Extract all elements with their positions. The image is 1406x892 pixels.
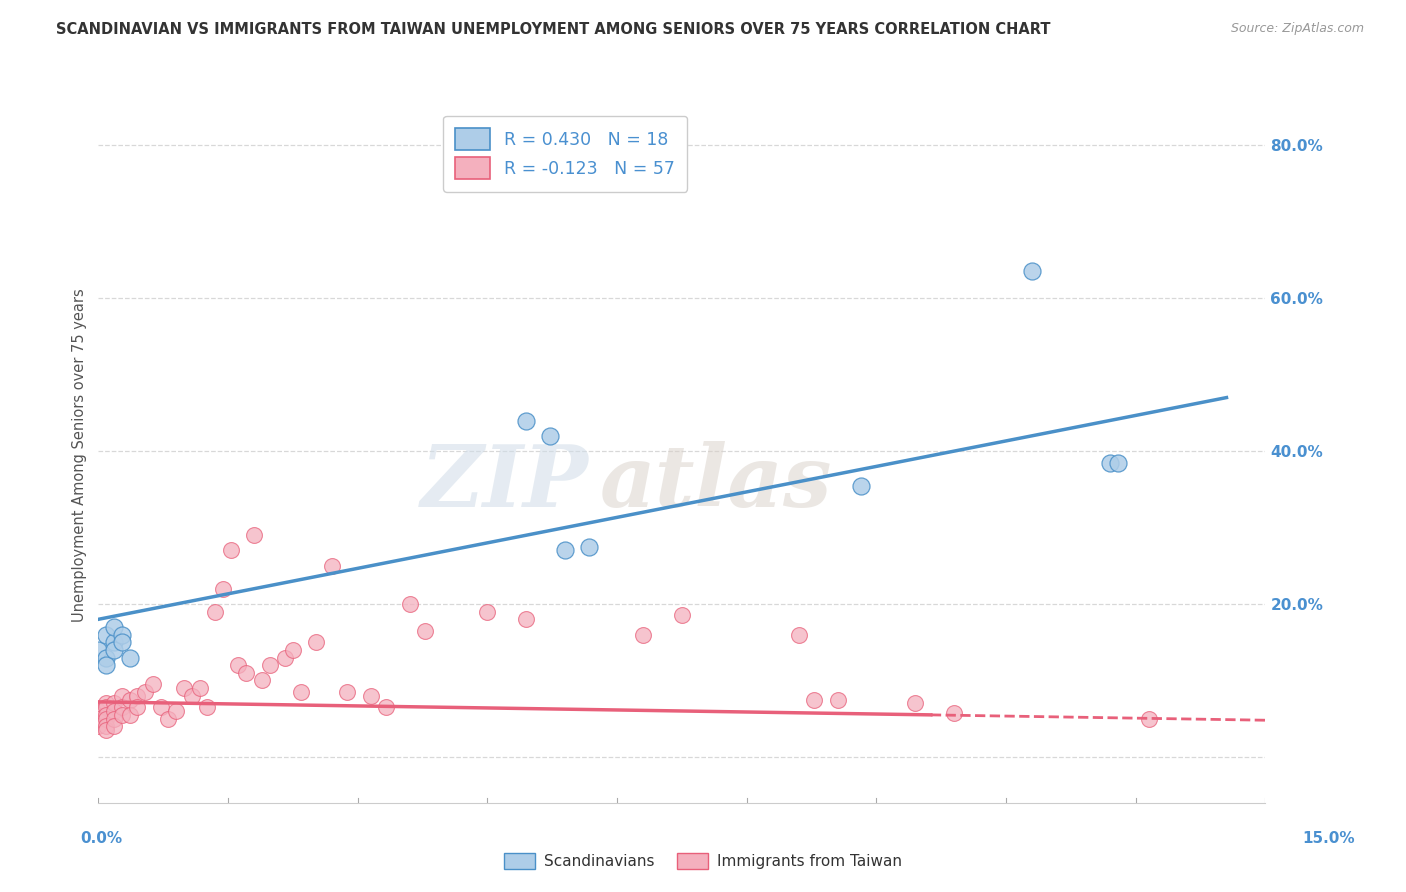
Point bbox=[96, 650, 118, 665]
Point bbox=[212, 582, 235, 596]
Point bbox=[375, 700, 398, 714]
Point bbox=[360, 689, 382, 703]
Point bbox=[578, 540, 600, 554]
Point bbox=[515, 413, 537, 427]
Text: SCANDINAVIAN VS IMMIGRANTS FROM TAIWAN UNEMPLOYMENT AMONG SENIORS OVER 75 YEARS : SCANDINAVIAN VS IMMIGRANTS FROM TAIWAN U… bbox=[56, 22, 1050, 37]
Point bbox=[103, 635, 125, 649]
Point bbox=[157, 712, 180, 726]
Point bbox=[103, 643, 125, 657]
Legend: Scandinavians, Immigrants from Taiwan: Scandinavians, Immigrants from Taiwan bbox=[498, 847, 908, 875]
Point bbox=[787, 627, 810, 641]
Point bbox=[103, 704, 125, 718]
Point bbox=[180, 689, 202, 703]
Point bbox=[118, 692, 141, 706]
Point bbox=[118, 650, 141, 665]
Point bbox=[904, 697, 927, 711]
Point bbox=[259, 658, 281, 673]
Point bbox=[111, 689, 134, 703]
Point bbox=[398, 597, 420, 611]
Point bbox=[173, 681, 195, 695]
Point bbox=[127, 689, 149, 703]
Text: Source: ZipAtlas.com: Source: ZipAtlas.com bbox=[1230, 22, 1364, 36]
Text: 0.0%: 0.0% bbox=[80, 831, 122, 846]
Point bbox=[204, 605, 226, 619]
Point bbox=[127, 700, 149, 714]
Point bbox=[219, 543, 242, 558]
Point bbox=[554, 543, 576, 558]
Point bbox=[134, 685, 156, 699]
Point bbox=[1107, 456, 1129, 470]
Point bbox=[103, 697, 125, 711]
Point bbox=[477, 605, 499, 619]
Point bbox=[1021, 264, 1043, 278]
Point bbox=[149, 700, 172, 714]
Point bbox=[103, 719, 125, 733]
Point bbox=[321, 558, 343, 573]
Legend: R = 0.430   N = 18, R = -0.123   N = 57: R = 0.430 N = 18, R = -0.123 N = 57 bbox=[443, 116, 688, 192]
Point bbox=[281, 643, 304, 657]
Point bbox=[87, 712, 110, 726]
Point bbox=[235, 665, 257, 680]
Point bbox=[96, 712, 118, 726]
Point bbox=[827, 692, 849, 706]
Point bbox=[943, 706, 966, 720]
Point bbox=[111, 635, 134, 649]
Point bbox=[96, 658, 118, 673]
Text: ZIP: ZIP bbox=[420, 441, 589, 524]
Point bbox=[228, 658, 250, 673]
Point bbox=[515, 612, 537, 626]
Point bbox=[671, 608, 693, 623]
Point bbox=[111, 700, 134, 714]
Point bbox=[96, 627, 118, 641]
Point bbox=[96, 707, 118, 722]
Point bbox=[96, 697, 118, 711]
Point bbox=[243, 528, 266, 542]
Point bbox=[1098, 456, 1121, 470]
Y-axis label: Unemployment Among Seniors over 75 years: Unemployment Among Seniors over 75 years bbox=[72, 288, 87, 622]
Point bbox=[290, 685, 312, 699]
Point bbox=[165, 704, 187, 718]
Text: 15.0%: 15.0% bbox=[1302, 831, 1355, 846]
Point bbox=[538, 429, 561, 443]
Point bbox=[96, 723, 118, 738]
Point bbox=[103, 712, 125, 726]
Point bbox=[96, 719, 118, 733]
Point bbox=[305, 635, 328, 649]
Point bbox=[142, 677, 165, 691]
Point bbox=[87, 704, 110, 718]
Point bbox=[111, 627, 134, 641]
Point bbox=[111, 707, 134, 722]
Point bbox=[103, 620, 125, 634]
Point bbox=[631, 627, 654, 641]
Point bbox=[96, 700, 118, 714]
Point bbox=[118, 707, 141, 722]
Point bbox=[87, 719, 110, 733]
Point bbox=[336, 685, 359, 699]
Point bbox=[250, 673, 273, 688]
Point bbox=[849, 478, 872, 492]
Point bbox=[188, 681, 211, 695]
Point bbox=[195, 700, 218, 714]
Point bbox=[274, 650, 297, 665]
Text: atlas: atlas bbox=[600, 441, 832, 524]
Point bbox=[413, 624, 436, 638]
Point bbox=[87, 643, 110, 657]
Point bbox=[803, 692, 825, 706]
Point bbox=[1137, 712, 1160, 726]
